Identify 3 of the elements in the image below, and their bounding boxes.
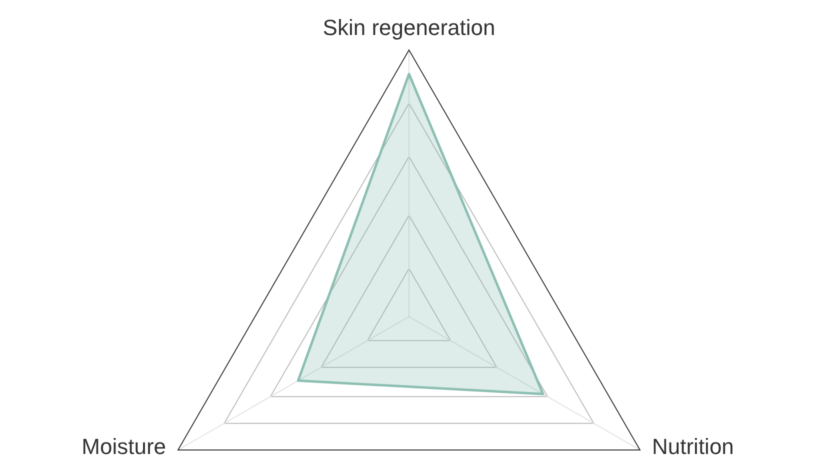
spoke-label: Skin regeneration [322, 15, 496, 40]
spoke-label: Moisture [82, 434, 166, 458]
spoke-label: Nutrition [652, 434, 734, 458]
